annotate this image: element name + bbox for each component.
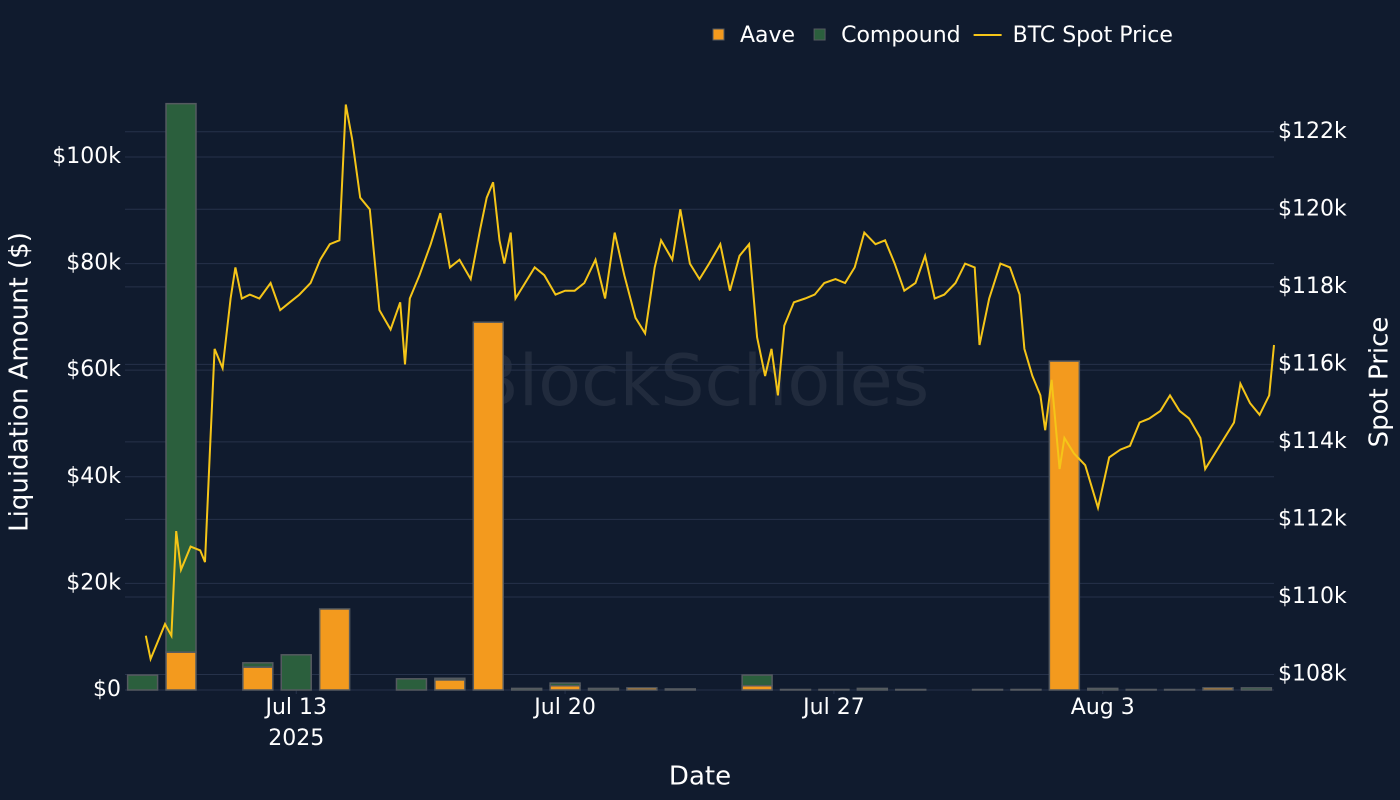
legend-label: Aave (740, 23, 795, 48)
bar (741, 674, 773, 687)
y2-tick-label: $114k (1278, 429, 1347, 454)
x-tick-label: Jul 27 (801, 695, 865, 720)
legend-label: BTC Spot Price (1013, 23, 1173, 48)
x-tick-label: Aug 3 (1071, 695, 1135, 720)
y-tick-label: $40k (66, 464, 121, 489)
y2-tick-label: $122k (1278, 119, 1347, 144)
bar (1087, 687, 1119, 691)
bar (434, 677, 466, 681)
bar (242, 662, 274, 668)
y2-axis-title: Spot Price (1365, 317, 1395, 448)
x-tick-label: Jul 13 (263, 695, 327, 720)
bar (664, 688, 697, 691)
y2-tick-label: $116k (1278, 351, 1347, 376)
y2-tick-label: $112k (1278, 506, 1347, 531)
bar (318, 608, 351, 691)
legend-label: Compound (841, 23, 961, 48)
bar (165, 102, 197, 653)
bar (856, 687, 889, 691)
bar (1163, 688, 1196, 691)
bar (626, 687, 658, 691)
bar (587, 687, 620, 691)
bar (549, 682, 581, 687)
y-tick-label: $80k (66, 251, 121, 276)
y-tick-label: $60k (66, 357, 121, 382)
bar (165, 651, 197, 691)
bar (895, 688, 927, 691)
bar (472, 321, 504, 691)
x-tick-label: Jul 20 (532, 695, 596, 720)
bar (126, 674, 159, 691)
y-tick-label: $20k (66, 570, 121, 595)
y2-tick-label: $120k (1278, 196, 1347, 221)
y2-tick-label: $110k (1278, 584, 1347, 609)
bar (280, 654, 312, 691)
bar (1010, 688, 1042, 691)
x-axis-title: Date (669, 762, 731, 792)
bar (1125, 688, 1157, 691)
y2-tick-label: $118k (1278, 274, 1347, 299)
y2-tick-label: $108k (1278, 661, 1347, 686)
legend-swatch (813, 28, 826, 41)
bar (971, 688, 1004, 691)
watermark: BlockScholes (471, 340, 929, 422)
price-line (144, 104, 1275, 663)
x-tick-year: 2025 (268, 726, 324, 751)
bar (779, 688, 812, 691)
legend-swatch (712, 28, 725, 41)
y-tick-label: $0 (93, 677, 121, 702)
bar (510, 687, 543, 691)
bar (818, 688, 850, 691)
y-tick-label: $100k (52, 144, 121, 169)
bar (395, 678, 428, 691)
bar (242, 666, 274, 691)
bar (1202, 687, 1234, 691)
bar (1240, 687, 1273, 691)
y-axis-title: Liquidation Amount ($) (5, 232, 35, 532)
bar (434, 679, 466, 691)
